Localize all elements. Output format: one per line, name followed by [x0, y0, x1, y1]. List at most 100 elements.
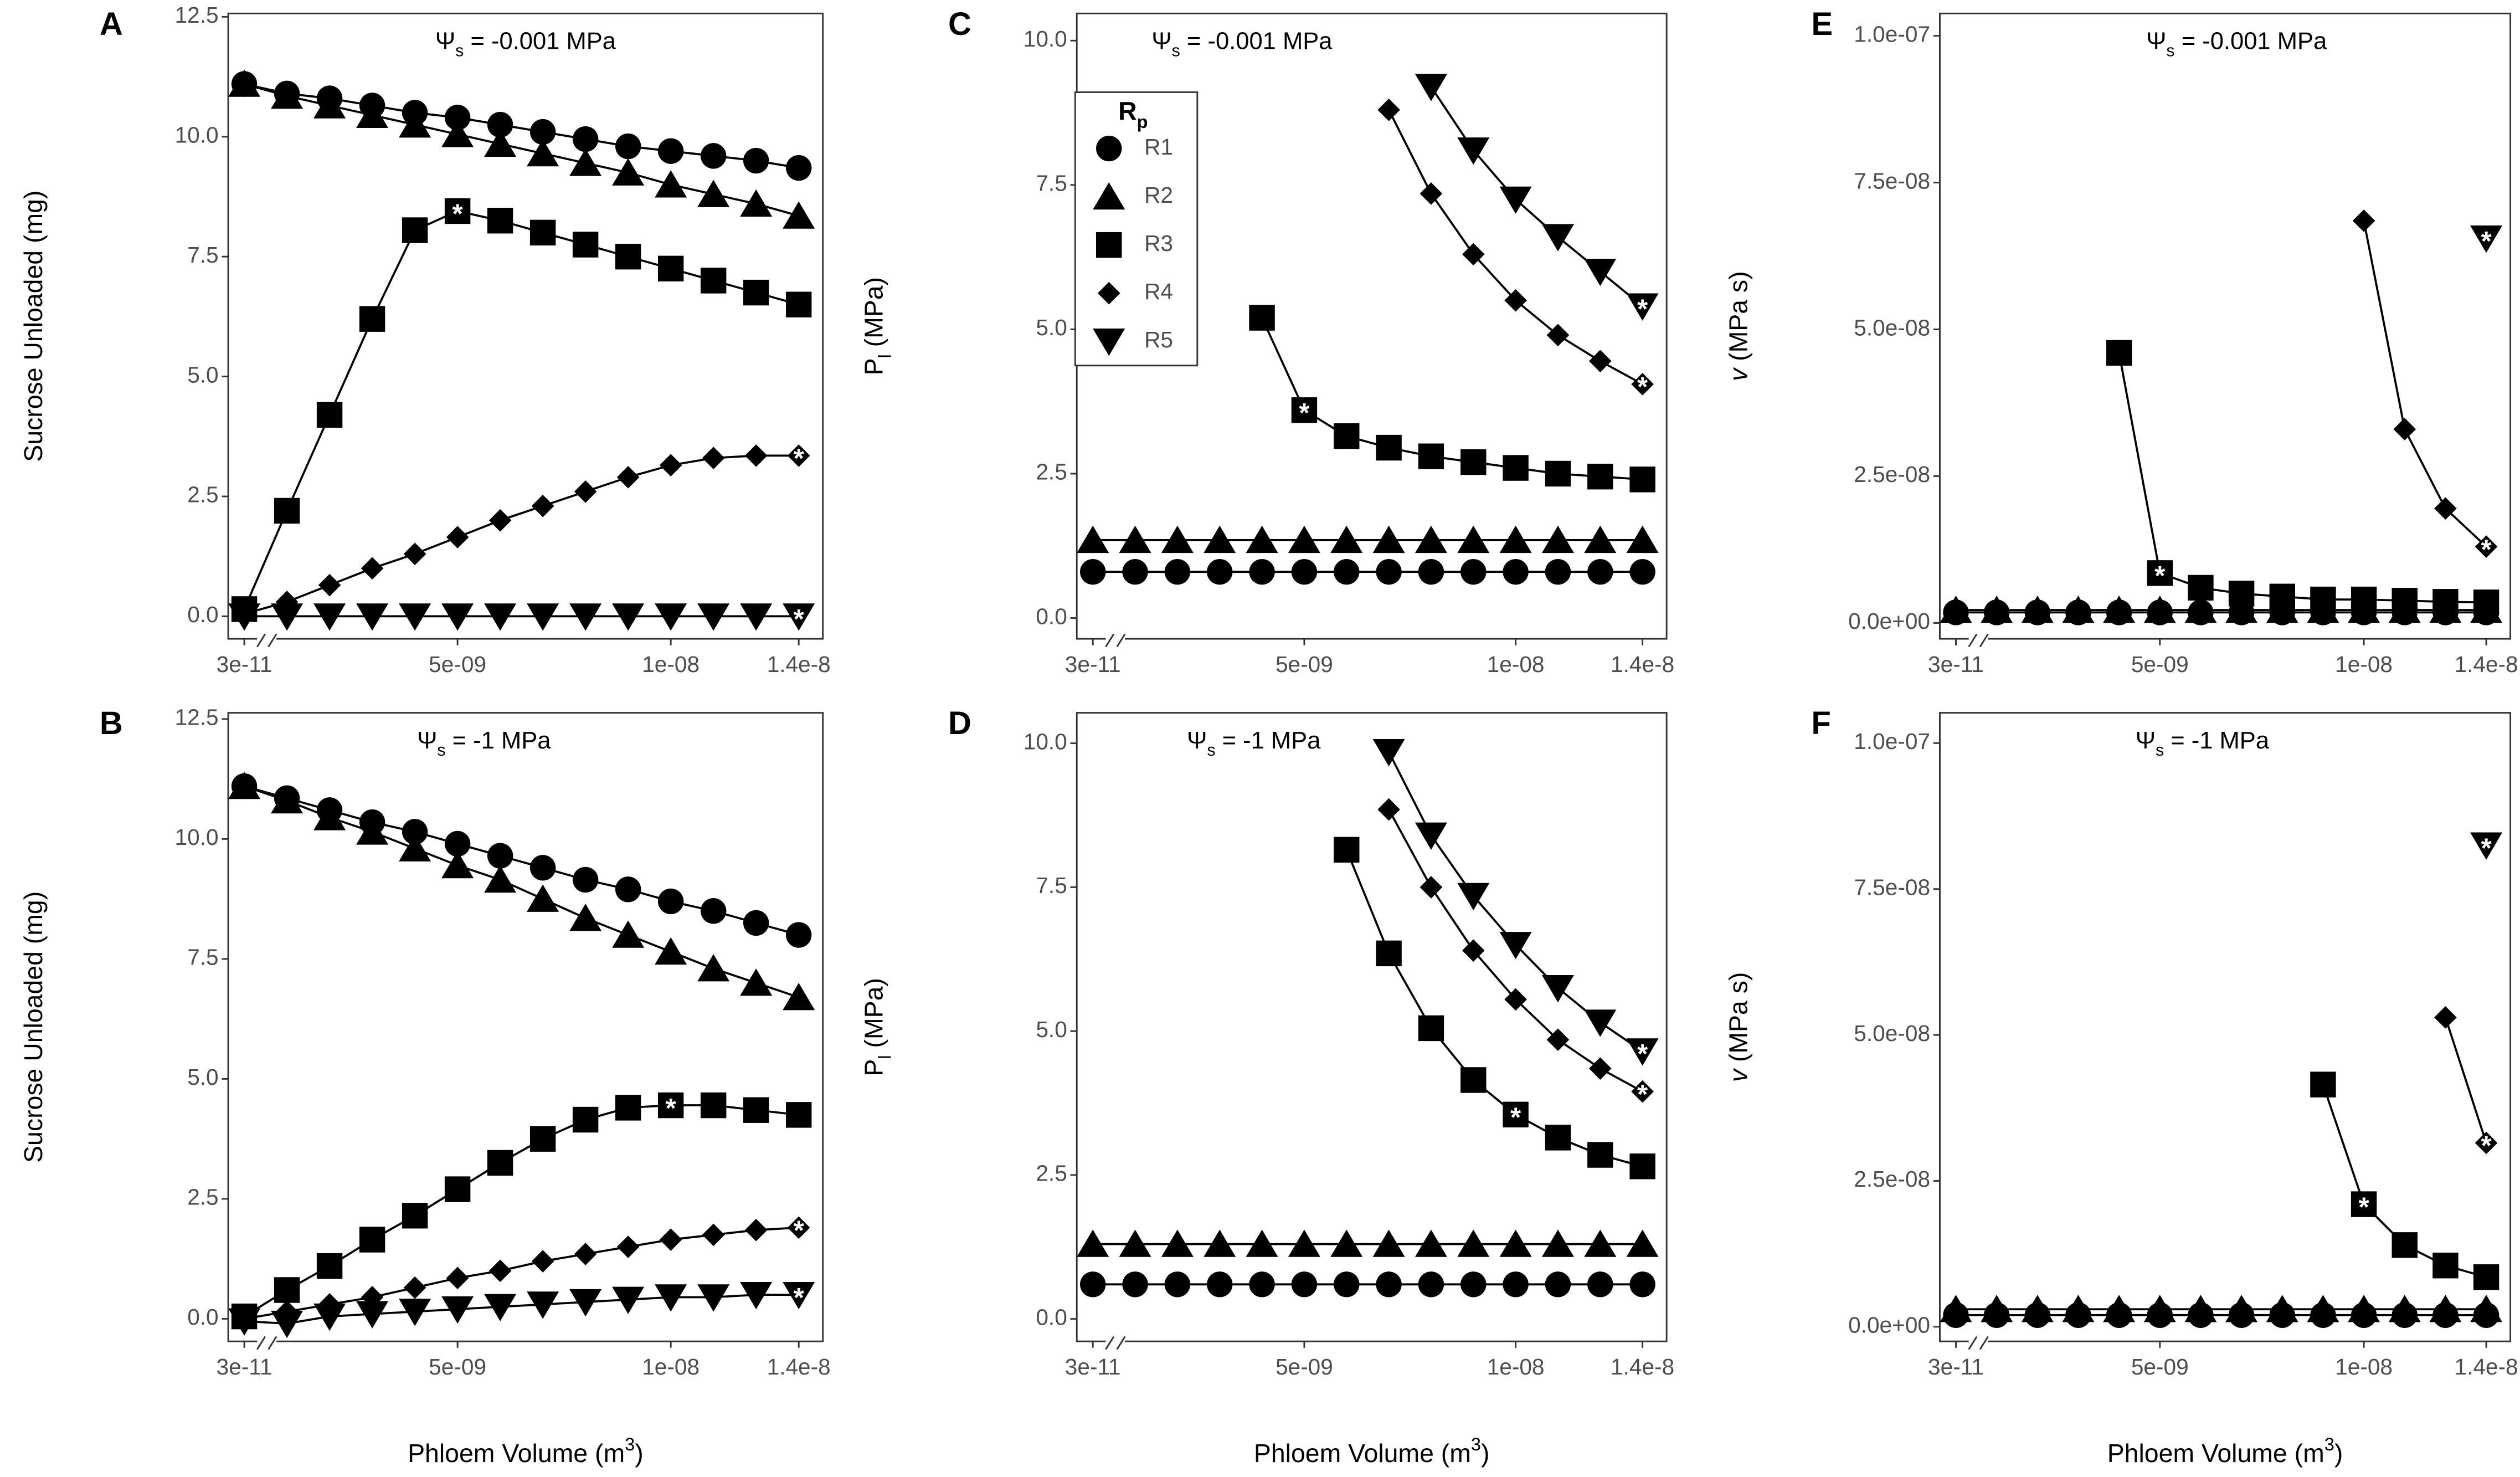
y-tick-label: 0.0e+00 — [1848, 1312, 1930, 1338]
x-axis-label: Phloem Volume (m3) — [1254, 1434, 1490, 1468]
marker — [313, 1303, 346, 1331]
marker — [444, 1176, 471, 1202]
marker — [1246, 525, 1278, 553]
text-part: = -0.001 MPa — [1180, 28, 1333, 54]
text-part: = -0.001 MPa — [2175, 28, 2327, 54]
star-annotation: * — [1637, 294, 1648, 324]
legend-title: Rp — [1118, 96, 1148, 131]
marker — [787, 444, 810, 467]
marker — [2434, 1006, 2457, 1029]
marker — [1418, 443, 1444, 469]
marker — [316, 1253, 343, 1279]
x-tick-label: 1.4e-8 — [1611, 652, 1674, 677]
marker — [1377, 798, 1400, 821]
marker — [402, 1203, 428, 1229]
marker — [313, 91, 346, 119]
star-annotation: * — [2481, 833, 2492, 863]
text-part: Phloem Volume (m — [1254, 1439, 1471, 1468]
y-tick-label: 5.0e-08 — [1854, 315, 1930, 340]
marker — [1376, 940, 1402, 967]
y-tick-label: 7.5 — [187, 242, 218, 268]
text-part: p — [1137, 112, 1148, 132]
marker — [359, 1227, 385, 1253]
panel-letter: B — [100, 705, 123, 741]
marker — [275, 591, 299, 613]
marker — [1096, 135, 1122, 162]
marker — [1504, 289, 1527, 312]
marker — [2307, 1295, 2339, 1322]
marker — [1541, 1229, 1574, 1257]
x-tick-label: 1e-08 — [1487, 1354, 1545, 1379]
marker — [1418, 1271, 1444, 1297]
star-annotation: * — [2481, 534, 2492, 565]
y-axis-label: Pl (MPa) — [860, 978, 894, 1076]
marker — [2147, 560, 2173, 586]
panel-title: Ψs = -0.001 MPa — [435, 28, 616, 60]
marker — [616, 1235, 640, 1258]
marker — [1541, 224, 1574, 252]
marker — [615, 133, 641, 160]
marker — [1460, 449, 1487, 475]
text-part: Ψ — [435, 28, 455, 54]
axis-break — [268, 633, 277, 648]
y-axis-label: Sucrose Unloaded (mg) — [19, 891, 48, 1163]
x-tick-label: 5e-09 — [2131, 1354, 2189, 1379]
marker — [700, 268, 727, 294]
text-part: P — [860, 358, 888, 375]
marker — [2103, 1295, 2136, 1322]
panel-title: Ψs = -0.001 MPa — [2146, 28, 2327, 60]
panel-letter: A — [100, 6, 123, 42]
marker — [1545, 1125, 1571, 1151]
text-part: Ψ — [2146, 28, 2166, 54]
marker — [2143, 596, 2176, 623]
marker — [271, 786, 304, 814]
marker — [1940, 596, 1972, 623]
x-tick-label: 1.4e-8 — [767, 1354, 831, 1379]
marker — [1334, 837, 1360, 863]
marker — [657, 1092, 684, 1119]
y-tick-label: 1.0e-07 — [1854, 729, 1930, 754]
marker — [2470, 832, 2503, 860]
marker — [1457, 1229, 1490, 1257]
marker — [1584, 525, 1617, 553]
marker — [484, 603, 517, 631]
marker — [441, 120, 474, 147]
star-annotation: * — [1637, 372, 1648, 402]
marker — [1330, 1229, 1363, 1257]
marker — [1077, 525, 1109, 553]
text-part: l — [875, 354, 894, 358]
marker — [359, 306, 385, 332]
x-tick-label: 3e-11 — [217, 652, 272, 677]
marker — [1460, 1271, 1487, 1297]
marker — [361, 557, 384, 580]
marker — [1503, 1271, 1529, 1297]
text-part: Ψ — [1187, 727, 1207, 753]
marker — [2021, 1295, 2054, 1322]
marker — [785, 155, 812, 181]
plot-frame — [227, 12, 824, 640]
marker — [783, 603, 815, 631]
marker — [529, 855, 556, 881]
y-tick-label: 2.5 — [187, 1184, 218, 1210]
marker — [1161, 525, 1194, 553]
marker — [700, 1092, 727, 1119]
legend-label: R5 — [1144, 327, 1173, 352]
marker — [572, 866, 599, 893]
star-annotation: * — [1510, 1102, 1521, 1133]
marker — [743, 147, 769, 174]
marker — [1457, 137, 1490, 165]
marker — [1119, 1229, 1151, 1257]
marker — [1415, 1229, 1447, 1257]
y-tick-label: 2.5 — [187, 482, 218, 507]
marker — [1420, 182, 1443, 205]
marker — [441, 850, 474, 879]
text-part: l — [875, 1055, 894, 1059]
marker — [2470, 1295, 2503, 1322]
marker — [1587, 463, 1613, 490]
marker — [1462, 939, 1485, 962]
marker — [527, 603, 559, 631]
marker — [2266, 1295, 2298, 1322]
marker — [274, 498, 300, 524]
marker — [356, 817, 389, 845]
marker — [744, 1218, 768, 1242]
